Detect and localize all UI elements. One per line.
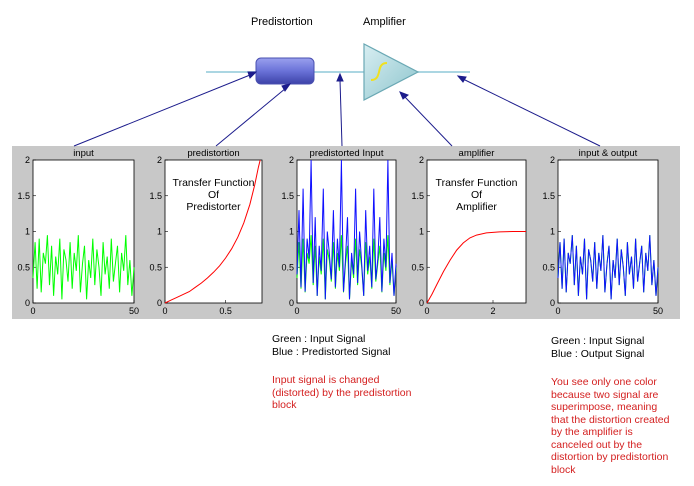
y-tick-label: 1.5	[281, 191, 294, 201]
y-tick-label: 1	[289, 227, 294, 237]
y-tick-label: 0.5	[281, 262, 294, 272]
x-tick-label: 50	[653, 306, 663, 316]
y-tick-label: 0.5	[17, 262, 30, 272]
y-tick-label: 1.5	[149, 191, 162, 201]
y-tick-label: 1.5	[411, 191, 424, 201]
series-line-green	[32, 235, 135, 300]
y-tick-label: 0.5	[542, 262, 555, 272]
comment-line: You see only one color	[551, 376, 657, 388]
plot-annotation: Predistorter	[186, 201, 241, 213]
legend-line: Blue : Output Signal	[551, 347, 645, 360]
y-tick-label: 0	[419, 298, 424, 308]
middle-legend: Green : Input Signal Blue : Predistorted…	[272, 333, 390, 358]
series-line-red	[426, 231, 526, 304]
comment-line: canceled out by the	[551, 438, 643, 451]
predistortion-label: Predistortion	[251, 16, 313, 28]
right-legend: Green : Input Signal Blue : Output Signa…	[551, 335, 644, 360]
plots-layer: 0 0.5 1 1.5 2 0 50 input 0 0.5 1 1.5 2 0 0.5 predistort…	[17, 148, 663, 316]
y-tick-label: 0.5	[149, 262, 162, 272]
x-tick-label: 50	[129, 306, 139, 316]
series-line-blue	[557, 235, 659, 300]
x-tick-label: 2	[490, 306, 495, 316]
plot-title: amplifier	[459, 148, 495, 159]
comment-line: block	[551, 463, 576, 476]
y-tick-label: 2	[419, 155, 424, 165]
y-tick-label: 1.5	[17, 191, 30, 201]
x-tick-label: 0	[162, 306, 167, 316]
predistortion-block	[255, 57, 315, 85]
y-tick-label: 2	[289, 155, 294, 165]
x-tick-label: 0	[555, 306, 560, 316]
y-tick-label: 0	[157, 298, 162, 308]
plot-input: 0 0.5 1 1.5 2 0 50 input	[17, 148, 139, 316]
y-tick-label: 1	[419, 227, 424, 237]
middle-comment: Input signal is changed (distorted) by t…	[272, 374, 411, 412]
comment-line: block	[272, 399, 297, 411]
comment-line: Input signal is changed	[272, 374, 380, 386]
y-tick-label: 1	[25, 227, 30, 237]
legend-line: Green : Input Signal	[551, 335, 645, 347]
series-line-blue	[296, 159, 397, 300]
connector-arrows	[73, 71, 601, 147]
plot-annotation: Amplifier	[456, 201, 497, 213]
y-tick-label: 2	[550, 155, 555, 165]
x-tick-label: 0.5	[219, 306, 232, 316]
plot-amplifier: 0 0.5 1 1.5 2 0 2 amplifier Transfer FunctionOfA…	[411, 148, 527, 316]
comment-line: superimpose, meaning	[551, 401, 658, 413]
y-tick-label: 0	[25, 298, 30, 308]
right-comment: You see only one color because two signa…	[551, 376, 670, 476]
amplifier-icon	[363, 43, 420, 101]
y-tick-label: 2	[157, 155, 162, 165]
comment-line: because two signal are	[551, 388, 659, 401]
x-tick-label: 0	[30, 306, 35, 316]
y-tick-label: 1.5	[542, 191, 555, 201]
y-tick-label: 0	[550, 298, 555, 308]
amplifier-label: Amplifier	[363, 16, 406, 28]
x-tick-label: 0	[294, 306, 299, 316]
x-tick-label: 0	[424, 306, 429, 316]
plot-annotation: Transfer Function	[436, 177, 518, 189]
x-tick-label: 50	[391, 306, 401, 316]
legend-line: Blue : Predistorted Signal	[272, 345, 391, 358]
y-tick-label: 1	[550, 227, 555, 237]
series-line-red	[164, 159, 261, 304]
y-tick-label: 0	[289, 298, 294, 308]
comment-line: that the distortion created	[551, 413, 670, 426]
plot-title: input & output	[579, 148, 638, 159]
plot-area	[164, 159, 263, 304]
plot-predistortion: 0 0.5 1 1.5 2 0 0.5 predistortion Transfer Funct…	[149, 148, 263, 316]
comment-line: distortion by predistortion	[551, 451, 669, 463]
plot-title: predistorted Input	[310, 148, 384, 159]
y-tick-label: 0.5	[411, 262, 424, 272]
comment-line: (distorted) by the predistortion	[272, 386, 412, 399]
plot-annotation: Of	[471, 189, 482, 201]
y-tick-label: 2	[25, 155, 30, 165]
plot-annotation: Of	[208, 189, 219, 201]
y-tick-label: 1	[157, 227, 162, 237]
plot-annotation: Transfer Function	[173, 177, 255, 189]
plot-inout: 0 0.5 1 1.5 2 0 50 input & output	[542, 148, 663, 316]
plot-title: predistortion	[187, 148, 239, 159]
plot-predistorted: 0 0.5 1 1.5 2 0 50 predistorted Input	[281, 148, 401, 316]
legend-line: Green : Input Signal	[272, 333, 366, 345]
plot-title: input	[73, 148, 94, 159]
comment-line: by the amplifier is	[551, 426, 633, 438]
